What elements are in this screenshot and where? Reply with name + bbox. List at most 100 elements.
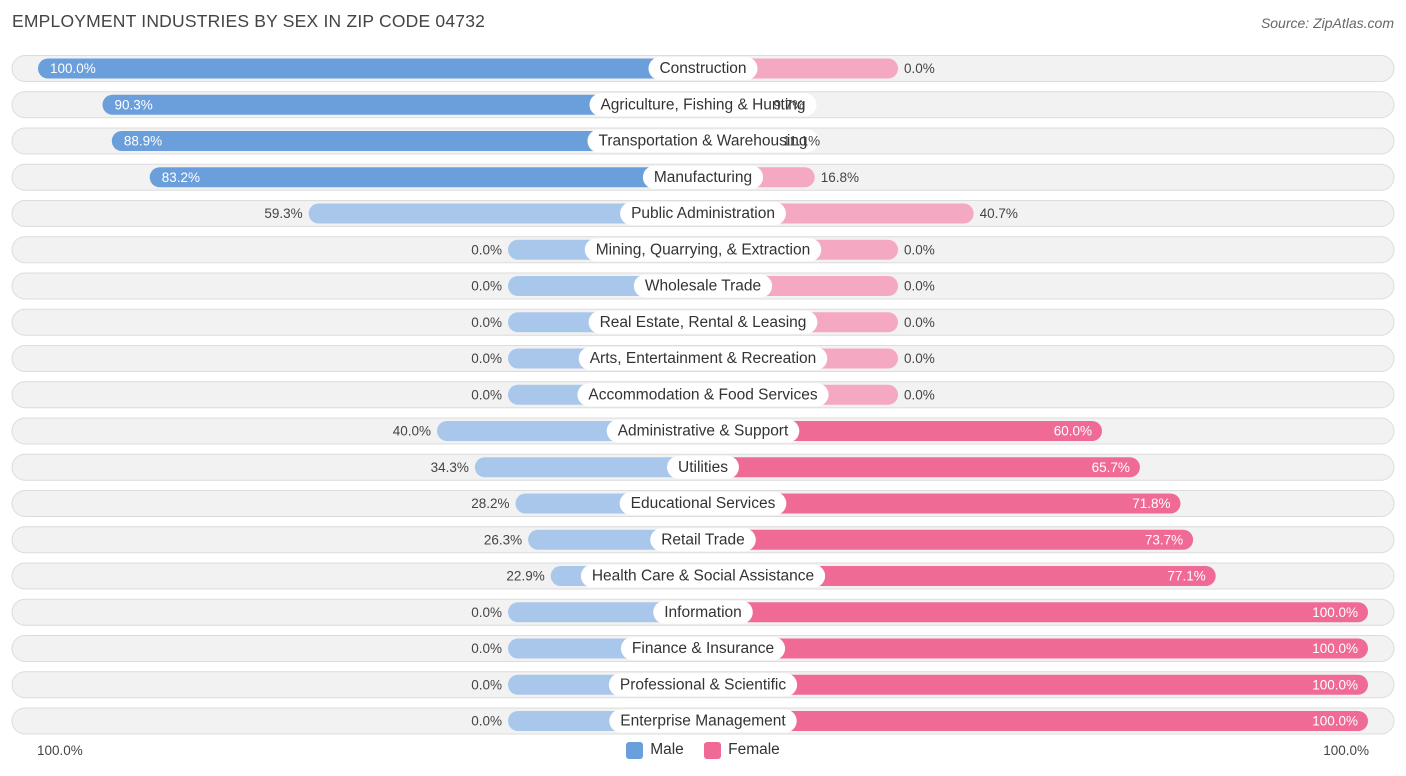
legend: Male Female [0,741,1406,764]
value-label-male: 28.2% [471,496,509,511]
category-pill [667,455,739,479]
value-label-female: 16.8% [821,170,859,185]
bar-row[interactable]: Retail Trade 26.3% 73.7% [11,526,1395,554]
bar-row[interactable]: Mining, Quarrying, & Extraction 0.0% 0.0% [11,236,1395,264]
category-label: Arts, Entertainment & Recreation [590,350,817,367]
value-label-male: 0.0% [471,714,502,729]
bar-row[interactable]: Educational Services 28.2% 71.8% [11,490,1395,517]
value-label-male: 100.0% [50,61,96,76]
bar-row[interactable]: Utilities 34.3% 65.7% [11,453,1395,481]
bar-row[interactable]: Agriculture, Fishing & Hunting 90.3% 9.7% [11,91,1395,119]
legend-item-male[interactable]: Male [626,741,684,759]
category-pill [578,347,828,370]
category-label: Construction [659,60,746,77]
category-label: Accommodation & Food Services [588,386,817,403]
value-label-male: 88.9% [124,134,162,149]
category-pill [589,93,817,117]
value-label-female: 65.7% [1092,460,1130,475]
value-label-female: 0.0% [904,279,935,294]
value-label-female: 0.0% [904,387,935,402]
value-label-male: 0.0% [471,387,502,402]
category-label: Wholesale Trade [645,278,761,295]
category-pill [653,600,753,624]
category-pill [650,528,756,552]
legend-swatch-male [626,741,644,759]
category-label: Transportation & Warehousing [598,133,807,150]
category-label: Health Care & Social Assistance [592,568,814,585]
bar-female [703,566,1216,586]
category-pill [620,637,786,660]
category-pill [609,709,797,733]
bar-male [508,602,703,623]
bar-female [703,674,1368,695]
category-label: Finance & Insurance [632,640,774,657]
legend-label-male: Male [650,741,684,758]
bar-row[interactable]: Health Care & Social Assistance 22.9% 77.1… [11,562,1395,590]
category-label: Retail Trade [661,531,745,548]
bar-female [703,638,1368,659]
value-label-female: 0.0% [904,351,935,366]
category-label: Real Estate, Rental & Leasing [600,314,807,331]
bar-row[interactable]: Real Estate, Rental & Leasing 0.0% 0.0% [11,308,1395,336]
value-label-male: 0.0% [471,677,502,692]
bar-row[interactable]: Transportation & Warehousing 88.9% 11.1% [11,127,1395,155]
category-pill [606,419,800,443]
value-label-male: 0.0% [471,641,502,656]
value-label-male: 40.0% [393,424,431,439]
category-label: Information [664,604,742,621]
category-label: Manufacturing [654,169,752,186]
bar-male [474,457,703,478]
legend-item-female[interactable]: Female [704,741,780,759]
value-label-male: 0.0% [471,351,502,366]
category-label: Mining, Quarrying, & Extraction [596,241,811,258]
bar-male [38,58,703,79]
bar-row[interactable]: Wholesale Trade 0.0% 0.0% [11,272,1395,300]
bar-row[interactable]: Professional & Scientific 0.0% 100.0% [11,671,1395,699]
bar-row[interactable]: Construction 100.0% 0.0% [11,55,1395,82]
value-label-male: 0.0% [471,315,502,330]
bar-row[interactable]: Information 0.0% 100.0% [11,598,1395,626]
axis-left-label: 100.0% [37,743,83,758]
bar-row[interactable]: Accommodation & Food Services 0.0% 0.0% [11,381,1395,409]
bar-female [703,711,1368,731]
value-label-female: 73.7% [1145,532,1183,547]
category-pill [648,57,758,80]
bar-row[interactable]: Public Administration 59.3% 40.7% [11,200,1395,227]
bar-male [102,94,703,115]
category-pill [619,492,787,515]
category-label: Utilities [678,459,728,476]
bar-female [703,457,1140,478]
value-label-male: 59.3% [264,206,302,221]
value-label-female: 9.7% [774,97,805,112]
value-label-male: 83.2% [162,170,200,185]
value-label-male: 0.0% [471,242,502,257]
value-label-male: 22.9% [506,569,544,584]
source-credit: Source: ZipAtlas.com [1260,15,1394,31]
axis-right-label: 100.0% [1323,743,1369,758]
value-label-female: 40.7% [980,206,1018,221]
bar-male [308,203,703,224]
chart-canvas: Construction 100.0% 0.0% Agriculture, Fishi… [11,55,1395,735]
legend-swatch-female [704,741,722,759]
value-label-female: 0.0% [904,315,935,330]
bar-row[interactable]: Enterprise Management 0.0% 100.0% [11,707,1395,735]
value-label-female: 71.8% [1132,496,1170,511]
bar-row[interactable]: Finance & Insurance 0.0% 100.0% [11,635,1395,662]
bar-row[interactable]: Administrative & Support 40.0% 60.0% [11,417,1395,445]
category-pill [608,673,798,697]
bar-row[interactable]: Manufacturing 83.2% 16.8% [11,163,1395,191]
value-label-female: 77.1% [1167,569,1205,584]
category-pill [577,383,829,407]
category-pill [633,274,773,298]
value-label-male: 0.0% [471,279,502,294]
value-label-female: 100.0% [1312,641,1358,656]
category-label: Administrative & Support [618,423,789,440]
category-pill [620,202,786,225]
bar-male [111,131,703,151]
bar-row[interactable]: Arts, Entertainment & Recreation 0.0% 0.0% [11,345,1395,372]
value-label-female: 60.0% [1054,424,1092,439]
category-pill [584,238,822,262]
value-label-male: 0.0% [471,605,502,620]
category-pill [588,310,818,334]
value-label-male: 34.3% [431,460,469,475]
